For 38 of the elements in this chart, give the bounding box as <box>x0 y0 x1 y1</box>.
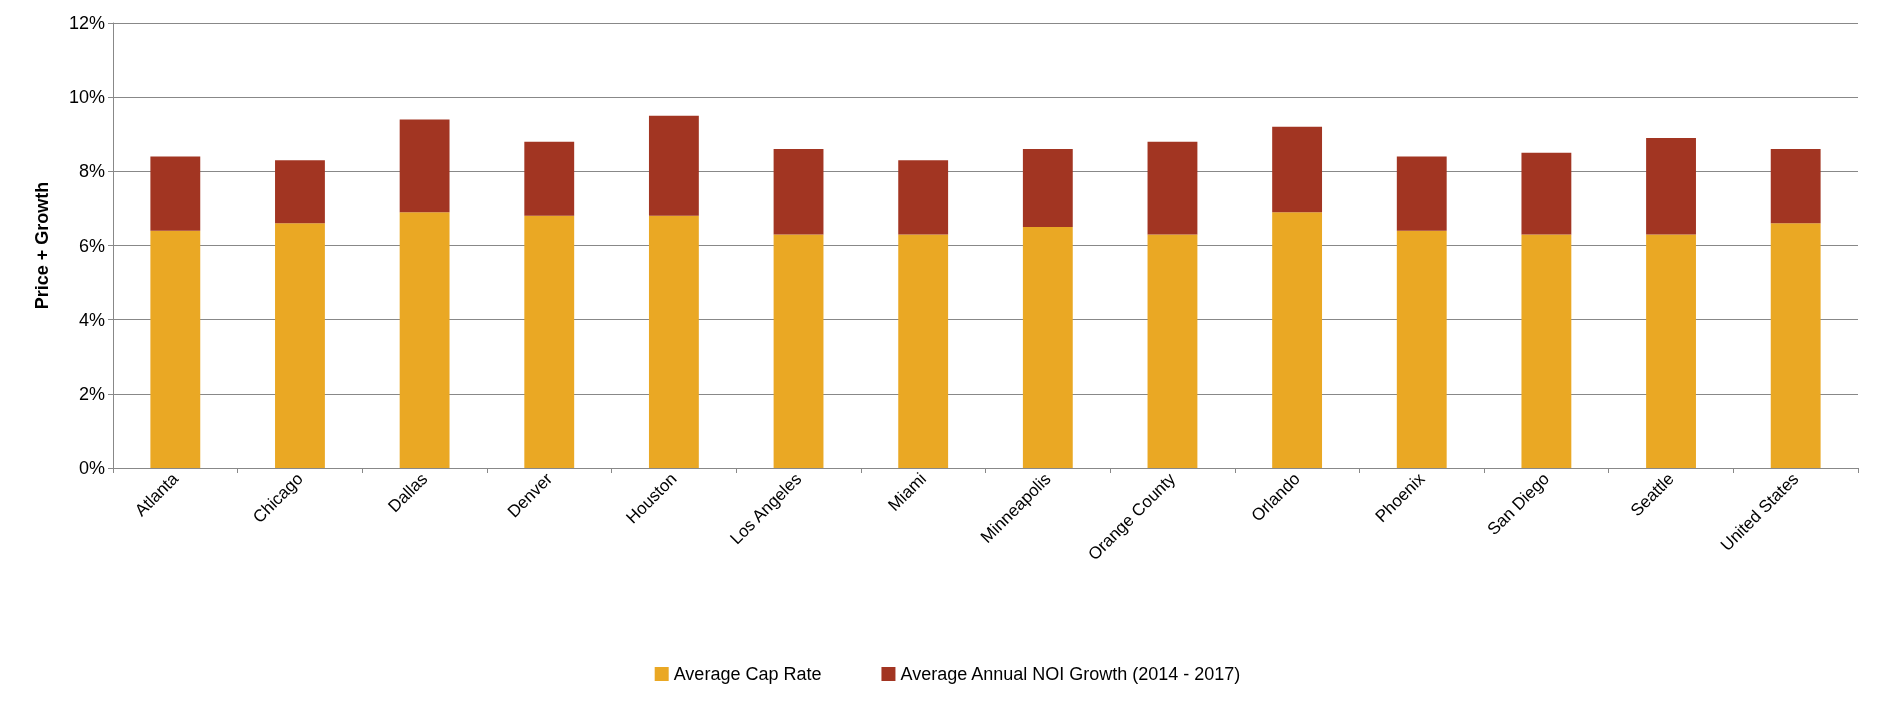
y-tick-label: 2% <box>78 383 105 404</box>
bar <box>648 115 699 216</box>
y-tick-label: 0% <box>78 458 105 478</box>
bar <box>1396 156 1447 231</box>
bar <box>1521 152 1572 235</box>
bar <box>150 230 201 468</box>
bar <box>898 234 949 468</box>
bar <box>1147 141 1198 235</box>
bar <box>773 149 824 235</box>
bar <box>1770 149 1821 224</box>
bar <box>399 212 450 468</box>
y-tick-label: 6% <box>78 235 105 256</box>
y-tick-label: 10% <box>68 87 105 108</box>
bar <box>524 141 575 216</box>
legend-label: Average Cap Rate <box>673 664 822 684</box>
bar <box>1646 137 1696 235</box>
y-tick-label: 4% <box>78 309 105 330</box>
bar <box>1272 126 1323 213</box>
bar <box>1770 223 1821 468</box>
bar <box>1022 149 1073 227</box>
legend-label: Average Annual NOI Growth (2014 - 2017) <box>900 664 1241 684</box>
y-axis-title: Price + Growth <box>32 181 52 310</box>
bar <box>648 215 699 468</box>
bar <box>524 215 575 468</box>
bar <box>1396 230 1447 468</box>
bar <box>1022 226 1073 468</box>
bar <box>275 223 325 468</box>
bar <box>1521 234 1572 468</box>
y-tick-label: 12% <box>68 13 105 33</box>
bar <box>773 234 824 468</box>
bar <box>275 160 325 224</box>
bar <box>1646 234 1696 468</box>
y-tick-label: 8% <box>78 161 105 182</box>
bar <box>898 160 949 235</box>
bar <box>1147 234 1198 468</box>
bar <box>399 119 450 213</box>
bar <box>150 156 201 231</box>
bar <box>1272 212 1323 468</box>
